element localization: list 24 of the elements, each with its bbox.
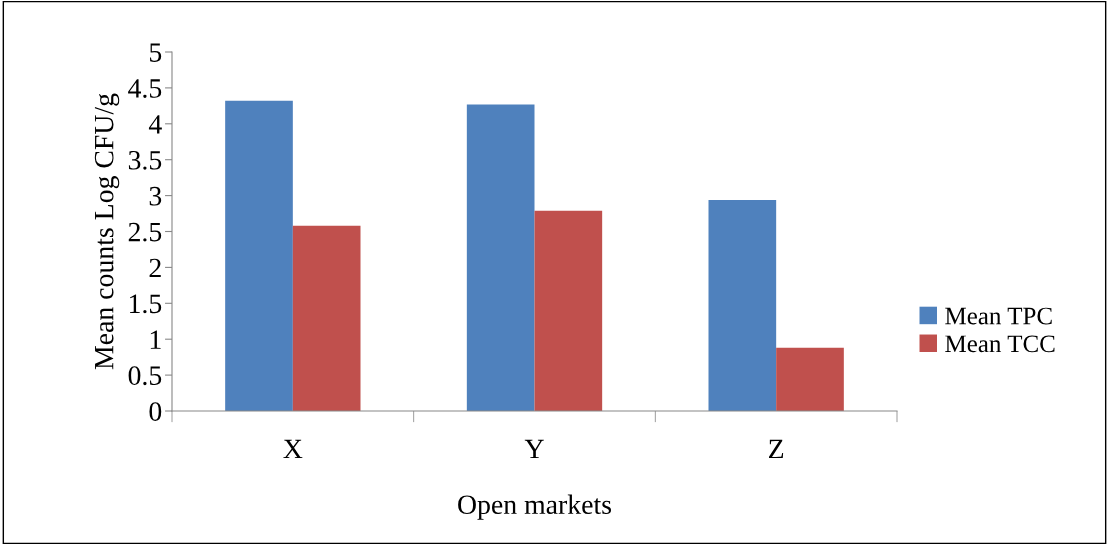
y-tick-label: 4 bbox=[148, 115, 162, 134]
y-tick-label: 2.5 bbox=[128, 222, 162, 242]
y-tick-label: 1 bbox=[150, 330, 161, 349]
legend-label: Mean TPC bbox=[945, 307, 1052, 325]
bar bbox=[292, 225, 361, 411]
bar bbox=[225, 100, 293, 411]
x-axis-title: Open markets bbox=[458, 494, 612, 520]
y-tick-label: 4.5 bbox=[128, 79, 162, 98]
y-axis-title: Mean counts Log CFU/g bbox=[94, 93, 120, 370]
y-tick-label: 3 bbox=[149, 186, 162, 206]
y-tick-label: 5 bbox=[150, 43, 162, 62]
x-tick-label: Y bbox=[524, 439, 544, 459]
legend-label: Mean TCC bbox=[945, 335, 1055, 353]
y-tick-label: 0.5 bbox=[128, 366, 162, 386]
bar bbox=[466, 104, 535, 411]
x-tick-label: X bbox=[283, 439, 303, 459]
y-tick-label: 3.5 bbox=[128, 150, 162, 170]
bar bbox=[708, 199, 777, 411]
x-tick-label: Z bbox=[769, 439, 784, 459]
y-tick-label: 0 bbox=[149, 402, 162, 421]
y-tick-label: 2 bbox=[149, 258, 161, 278]
bar bbox=[534, 210, 603, 411]
bar bbox=[776, 347, 844, 411]
y-tick-label: 1.5 bbox=[130, 294, 162, 314]
